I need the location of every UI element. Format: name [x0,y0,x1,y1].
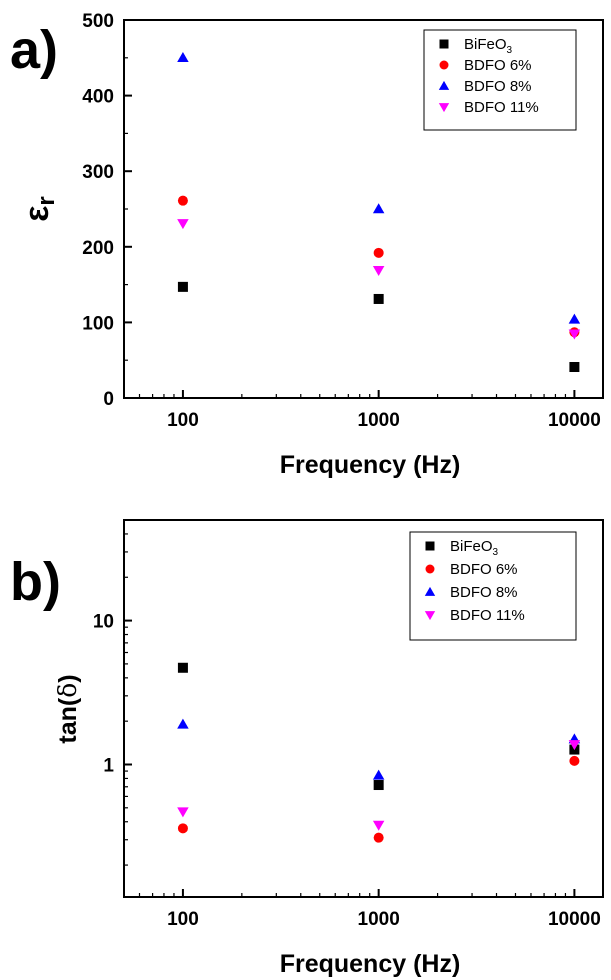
panel-a-x-axis-title: Frequency (Hz) [280,451,461,479]
data-point [372,820,385,831]
x-tick-label: 100 [167,410,199,431]
y-tick-label: 300 [82,162,114,183]
panel-b-y-axis-title: tan(δ) [53,674,82,743]
x-tick-label: 10000 [548,410,601,431]
legend-label: BDFO 6% [450,561,518,578]
data-point [568,329,581,340]
panel-a-y-ticks: 0 100 200 300 400 500 [82,11,132,410]
data-point [372,769,385,780]
legend-box [423,29,577,131]
panel-b-y-label-main: tan( [54,697,82,744]
panel-a-y-axis-title: εr [18,196,60,221]
panel-a-y-label-epsilon: ε [18,206,56,222]
panel-b-y-label-close: ) [54,674,82,682]
data-point [177,807,189,818]
legend-marker [424,586,436,596]
panel-a-data-points [177,52,581,373]
y-tick-label: 200 [82,238,114,259]
panel-b-y-label-symbol: δ [53,683,82,698]
x-tick-label: 100 [167,909,199,930]
legend-box [409,531,577,641]
panel-b-plot-frame [123,519,604,898]
data-point [177,823,188,834]
y-tick-label: 10 [93,612,114,633]
y-tick-label: 400 [82,87,114,108]
y-tick-label: 1 [103,755,114,776]
data-point [177,219,189,230]
y-tick-label: 500 [82,11,114,32]
panel-b-y-ticks: 1 10 [93,519,132,866]
data-point [568,313,581,324]
legend-marker [425,541,435,551]
data-point [177,718,189,729]
y-tick-label: 100 [82,313,114,334]
legend-marker [425,564,435,574]
data-point [177,662,188,673]
legend-marker [439,39,449,49]
panel-a-label: a) [10,20,58,80]
y-tick-label: 0 [103,389,114,410]
panel-b-x-axis-title: Frequency (Hz) [280,950,461,978]
x-tick-label: 1000 [358,909,400,930]
data-point [372,203,385,214]
legend-marker [438,103,450,113]
data-point [177,281,188,292]
panel-a-chart: a) 100 1000 10000 0 100 200 300 400 500 Frequen… [10,11,604,479]
panel-b-label: b) [10,552,61,612]
data-point [372,265,385,276]
x-tick-label: 10000 [548,909,601,930]
legend-label: BDFO 11% [450,607,525,624]
data-point [177,52,189,63]
legend-marker [439,60,449,70]
x-tick-label: 1000 [358,410,400,431]
legend-label: BDFO 8% [450,584,518,601]
data-point [569,755,580,766]
panel-b-x-ticks: 100 1000 10000 [123,889,601,930]
legend-label: BiFeO3 [450,538,499,558]
data-point [177,195,188,206]
data-point [569,362,580,373]
data-point [373,293,384,304]
legend-label: BDFO 8% [464,78,532,95]
data-point [373,247,384,258]
legend-label: BDFO 6% [464,57,532,74]
legend-label: BDFO 11% [464,99,539,116]
legend-label: BiFeO3 [464,36,513,56]
panel-a-y-label-sub: r [33,196,60,205]
legend-marker [438,80,450,90]
data-point [568,740,581,751]
panel-b-data-points [177,662,581,843]
panel-a-x-ticks: 100 1000 10000 [123,390,601,431]
panel-b-chart: b) 100 1000 10000 1 10 Frequency (Hz) tan(δ… [10,519,604,978]
panel-b-legend: BiFeO3 BDFO 6% BDFO 8% BDFO 11% [409,531,577,641]
data-point [373,832,384,843]
legend-marker [424,611,436,621]
data-point [373,780,384,791]
